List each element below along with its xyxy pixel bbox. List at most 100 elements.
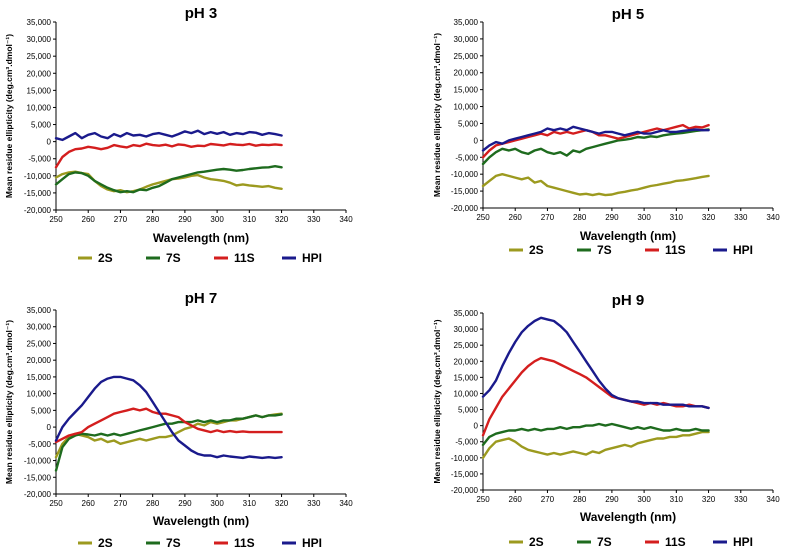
chart-title: pH 7 — [185, 290, 218, 307]
y-tick-label: 35,000 — [27, 306, 52, 315]
y-tick-label: 20,000 — [27, 356, 52, 365]
series-line-hpi — [481, 125, 710, 152]
series-line-11s — [481, 123, 710, 159]
y-tick-label: -20,000 — [24, 490, 52, 499]
y-tick-label: 25,000 — [27, 339, 52, 348]
y-tick-label: 35,000 — [454, 18, 479, 27]
legend-label-7s: 7S — [597, 535, 612, 549]
x-tick-label: 270 — [114, 499, 128, 508]
x-tick-label: 270 — [541, 213, 555, 222]
x-tick-label: 320 — [702, 495, 716, 504]
y-tick-label: -20,000 — [451, 204, 479, 213]
legend-label-2s: 2S — [98, 251, 113, 265]
x-tick-label: 260 — [509, 213, 523, 222]
x-tick-label: 250 — [476, 213, 490, 222]
y-tick-label: 0 — [474, 422, 479, 431]
x-tick-label: 300 — [637, 213, 651, 222]
y-tick-label: 10,000 — [27, 103, 52, 112]
x-tick-label: 290 — [178, 215, 192, 224]
y-tick-label: 20,000 — [454, 357, 479, 366]
y-tick-label: 35,000 — [454, 309, 479, 318]
chart-title: pH 3 — [185, 5, 218, 22]
y-tick-label: 15,000 — [454, 373, 479, 382]
x-tick-label: 280 — [573, 495, 587, 504]
y-tick-label: 15,000 — [27, 86, 52, 95]
x-axis-label: Wavelength (nm) — [153, 514, 249, 528]
x-tick-label: 310 — [670, 495, 684, 504]
x-tick-label: 340 — [766, 495, 780, 504]
y-tick-label: -20,000 — [451, 486, 479, 495]
y-tick-label: 0 — [47, 423, 52, 432]
x-tick-label: 290 — [605, 495, 619, 504]
y-tick-label: 25,000 — [454, 341, 479, 350]
x-tick-label: 270 — [541, 495, 555, 504]
chart-ph5: -20,000 -15,000 -10,000 -5,000 0 5,000 10,000 1… — [432, 6, 780, 257]
y-tick-label: 20,000 — [27, 69, 52, 78]
y-axis-label: Mean residue ellipticity (deg.cm³.dmol⁻¹… — [432, 319, 442, 483]
x-tick-label: 290 — [178, 499, 192, 508]
y-tick-label: -15,000 — [24, 473, 52, 482]
x-axis-label: Wavelength (nm) — [580, 510, 676, 524]
y-tick-label: 10,000 — [454, 389, 479, 398]
legend-label-2s: 2S — [529, 535, 544, 549]
y-tick-label: 30,000 — [454, 325, 479, 334]
legend-label-11s: 11S — [234, 536, 255, 550]
y-tick-label: 35,000 — [27, 18, 52, 27]
x-tick-label: 330 — [734, 213, 748, 222]
x-tick-label: 300 — [210, 499, 224, 508]
series-line-7s — [481, 128, 710, 166]
legend-label-7s: 7S — [166, 536, 181, 550]
y-tick-label: 15,000 — [27, 373, 52, 382]
y-tick-label: 5,000 — [31, 406, 52, 415]
legend-label-7s: 7S — [166, 251, 181, 265]
y-axis-label: Mean residue ellipticity (deg.cm³.dmol⁻¹… — [4, 320, 14, 484]
y-tick-label: 0 — [474, 136, 479, 145]
y-tick-label: -10,000 — [24, 172, 52, 181]
y-tick-label: -20,000 — [24, 206, 52, 215]
x-tick-label: 250 — [49, 499, 63, 508]
x-tick-label: 320 — [702, 213, 716, 222]
x-tick-label: 340 — [339, 499, 353, 508]
y-tick-label: 5,000 — [458, 406, 479, 415]
y-tick-label: 5,000 — [31, 121, 52, 130]
x-tick-label: 260 — [82, 215, 96, 224]
series-line-hpi — [481, 316, 710, 410]
x-tick-label: 260 — [82, 499, 96, 508]
y-tick-label: 25,000 — [27, 52, 52, 61]
x-tick-label: 250 — [49, 215, 63, 224]
chart-title: pH 9 — [612, 292, 645, 309]
x-tick-label: 280 — [146, 499, 160, 508]
y-tick-label: 5,000 — [458, 119, 479, 128]
y-tick-label: -5,000 — [455, 438, 478, 447]
legend-label-7s: 7S — [597, 243, 612, 257]
legend-label-hpi: HPI — [302, 251, 322, 265]
y-tick-label: 30,000 — [27, 323, 52, 332]
legend-label-11s: 11S — [665, 535, 686, 549]
y-tick-label: -15,000 — [24, 189, 52, 198]
x-tick-label: 310 — [670, 213, 684, 222]
chart-ph9: -20,000 -15,000 -10,000 -5,000 0 5,000 10,000 1… — [432, 292, 780, 549]
x-tick-label: 300 — [210, 215, 224, 224]
y-tick-label: 20,000 — [454, 69, 479, 78]
x-tick-label: 320 — [275, 215, 289, 224]
legend-label-hpi: HPI — [733, 243, 753, 257]
x-tick-label: 300 — [637, 495, 651, 504]
y-axis-label: Mean residue ellipticity (deg.cm³.dmol⁻¹… — [4, 34, 14, 198]
series-line-11s — [54, 142, 283, 169]
y-tick-label: 25,000 — [454, 52, 479, 61]
y-tick-label: -5,000 — [28, 155, 51, 164]
legend-label-2s: 2S — [98, 536, 113, 550]
x-tick-label: 290 — [605, 213, 619, 222]
x-tick-label: 270 — [114, 215, 128, 224]
y-tick-label: 0 — [47, 138, 52, 147]
y-tick-label: -5,000 — [455, 153, 478, 162]
series-line-7s — [481, 422, 710, 447]
y-tick-label: 10,000 — [454, 103, 479, 112]
chart-title: pH 5 — [612, 6, 645, 23]
chart-ph3: -20,000 -15,000 -10,000 -5,000 0 5,000 10,000 1… — [4, 5, 353, 265]
series-line-11s — [54, 407, 283, 444]
series-line-2s — [481, 172, 710, 197]
series-line-7s — [54, 164, 283, 194]
x-tick-label: 340 — [339, 215, 353, 224]
